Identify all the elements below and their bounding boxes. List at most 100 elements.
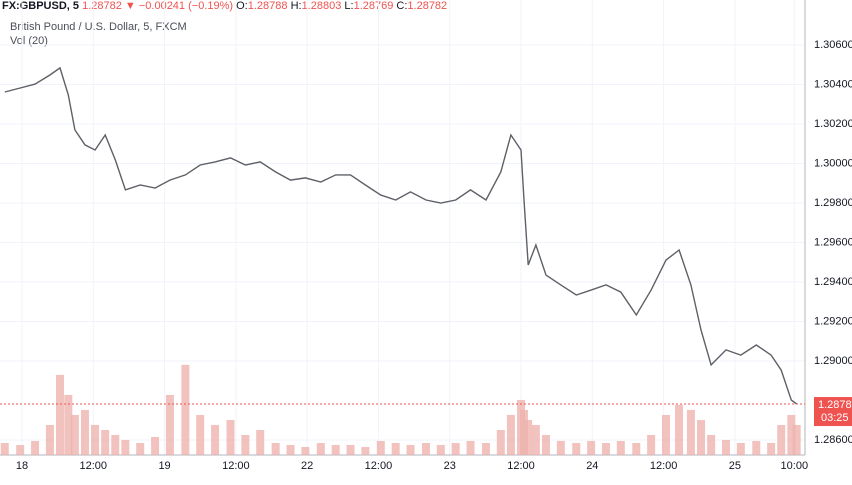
volume-bar [697,419,706,455]
volume-bar [451,442,460,455]
volume-bar [767,442,776,455]
volume-bar [256,429,265,455]
volume-bar [391,442,400,455]
volume-bar [64,394,73,455]
volume-bar [496,429,505,455]
volume-bar [45,424,54,455]
volume-bar [286,444,295,455]
price-tag [814,397,852,427]
volume-bar [436,444,445,455]
y-tick-label: 1.29400 [814,276,852,288]
high-label: H: [290,0,302,12]
legend: British Pound / U.S. Dollar, 5, FXCM Vol… [10,20,187,48]
x-tick-label: 12:00 [365,460,393,472]
volume-bar [361,446,370,455]
grid [0,0,805,455]
volume-bar [301,446,310,455]
volume-bar [111,434,120,455]
volume-bar [524,419,533,455]
volume-bar [661,414,670,455]
volume-bar [151,436,160,455]
volume-bar [752,440,761,455]
close-label: C: [396,0,408,12]
volume-bar [241,434,250,455]
x-tick-label: 12:00 [507,460,535,472]
y-tick-label: 1.29200 [814,315,852,327]
volume-bar [121,439,130,455]
y-tick-label: 1.30000 [814,157,852,169]
volume-bar [70,414,79,455]
volume-bar [271,442,280,455]
volume-bar [541,434,550,455]
x-tick-label: 25 [729,460,741,472]
volume-bar [136,442,145,455]
y-tick-label: 1.29600 [814,236,852,248]
volume-bar [376,440,385,455]
volume-bar [616,440,625,455]
last: 1.28782 [82,0,122,12]
volume-bar [736,442,745,455]
volume-bar [675,404,684,455]
volume-bar [16,444,25,455]
header: FX:GBPUSD, 5 1.28782 ▼ −0.00241 (−0.19%)… [2,0,447,12]
volume-bar [211,424,220,455]
y-tick-label: 1.29000 [814,355,852,367]
close: 1.28782 [407,0,448,12]
x-tick-label: 19 [158,460,170,472]
volume-bar [101,429,110,455]
x-tick-label: 12:00 [222,460,250,472]
volume-bar [226,419,235,455]
volume-bar [91,424,100,455]
volume-bar [519,409,528,455]
volume-bar [572,442,581,455]
low: 1.28769 [353,0,394,12]
y-tick-label: 1.29800 [814,197,852,209]
x-tick-label: 24 [586,460,598,472]
high: 1.28803 [301,0,342,12]
open-label: O: [236,0,248,12]
volume-bar [647,434,656,455]
x-tick-label: 22 [301,460,313,472]
volume-bar [777,424,786,455]
x-tick-label: 12:00 [650,460,678,472]
volume-bar [556,440,565,455]
volume-bar [316,442,325,455]
volume-bar [421,442,430,455]
y-tick-label: 1.30200 [814,118,852,130]
change: −0.00241 (−0.19%) [138,0,234,12]
chart-title: British Pound / U.S. Dollar, 5, FXCM [10,21,187,33]
x-tick-label: 10:00 [781,460,809,472]
volume-bar [346,444,355,455]
volume-bar [331,444,340,455]
volume-bar [481,442,490,455]
arrow: ▼ [124,0,136,12]
volume-bar [531,424,540,455]
volume-bar [707,434,716,455]
open: 1.28788 [247,0,288,12]
volume-bar [587,440,596,455]
y-tick-label: 1.30600 [814,39,852,51]
volume-bar [632,442,641,455]
volume-bar [601,442,610,455]
volume-bar [506,414,515,455]
volume-bar [0,442,9,455]
y-tick-label: 1.28600 [814,434,852,446]
volume-bar [196,414,205,455]
x-tick-label: 18 [16,460,28,472]
low-label: L: [344,0,354,12]
volume-bar [56,374,65,455]
volume-bar [80,409,89,455]
volume-bar [181,364,190,455]
volume-bar [721,439,730,455]
volume-bar [165,394,174,455]
volume-bar [406,444,415,455]
countdown: 03:25 [821,412,849,424]
symbol: FX:GBPUSD, 5 [2,0,80,12]
x-tick-label: 12:00 [80,460,108,472]
x-tick-label: 23 [444,460,456,472]
volume-bar [686,409,695,455]
volume-bar [787,414,796,455]
y-tick-label: 1.30400 [814,78,852,90]
